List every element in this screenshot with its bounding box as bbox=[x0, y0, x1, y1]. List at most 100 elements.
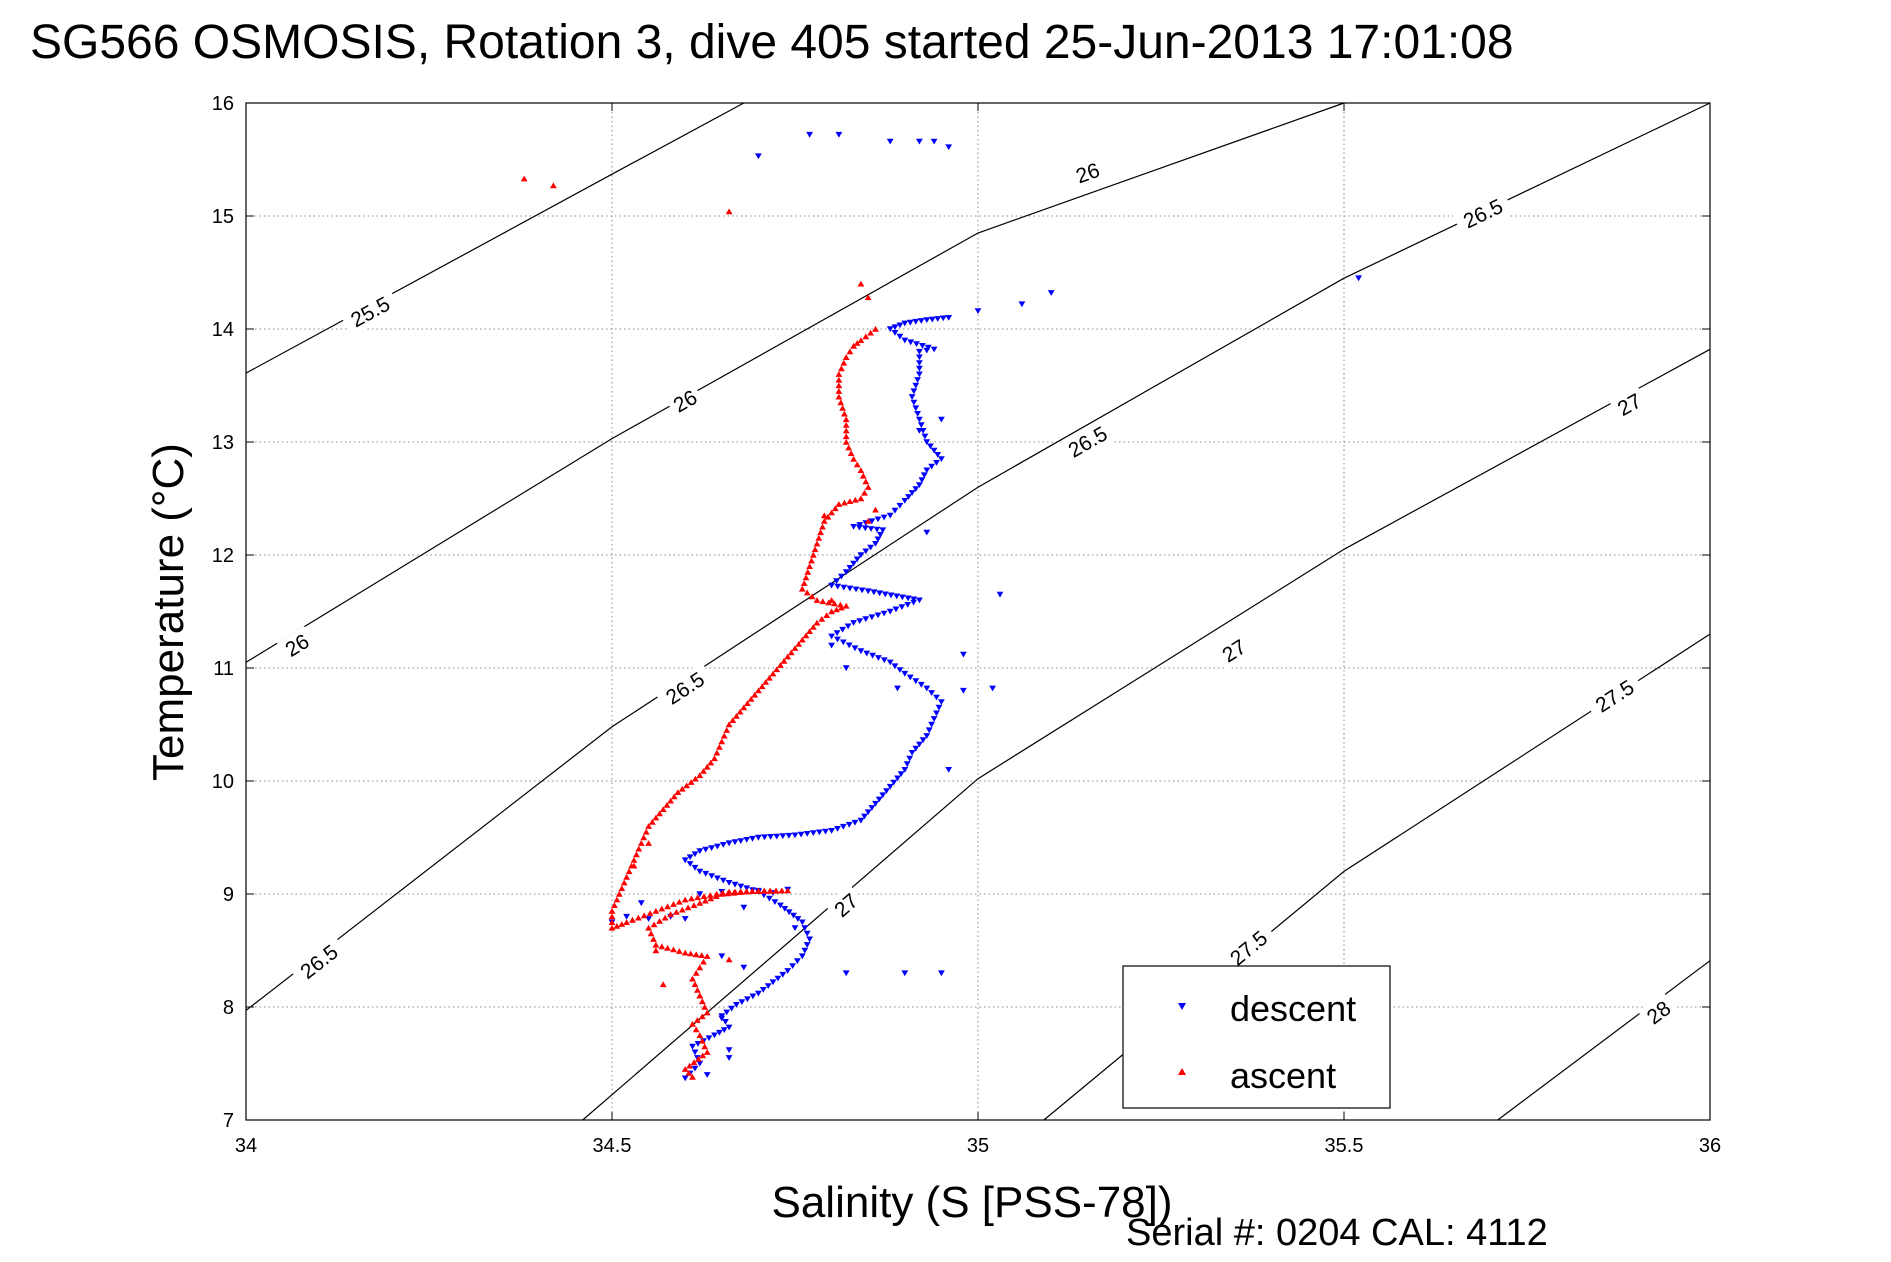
density-contour-line bbox=[582, 348, 1711, 1121]
descent-point bbox=[720, 1027, 728, 1033]
descent-point bbox=[890, 779, 898, 786]
ascent-point bbox=[613, 896, 621, 903]
y-tick-label: 16 bbox=[212, 93, 234, 115]
descent-point bbox=[705, 1035, 713, 1042]
ascent-point bbox=[751, 691, 759, 698]
legend-ascent-label: ascent bbox=[1230, 1055, 1336, 1096]
descent-point bbox=[703, 1072, 711, 1078]
ascent-point bbox=[819, 523, 826, 530]
ascent-point bbox=[766, 887, 774, 894]
descent-point bbox=[886, 512, 894, 519]
contour-label-background bbox=[1213, 631, 1255, 671]
ascent-point bbox=[813, 597, 821, 603]
x-axis-label: Salinity (S [PSS-78]) bbox=[771, 1178, 1172, 1227]
descent-point bbox=[910, 599, 917, 606]
descent-point bbox=[923, 529, 931, 536]
ascent-point bbox=[840, 359, 848, 366]
ascent-point bbox=[695, 1055, 702, 1062]
ascent-point bbox=[719, 889, 727, 896]
ascent-point bbox=[725, 888, 733, 895]
descent-point bbox=[686, 861, 694, 867]
ascent-point bbox=[623, 919, 630, 925]
ascent-point bbox=[842, 354, 850, 360]
descent-point bbox=[894, 775, 901, 782]
descent-point bbox=[857, 817, 865, 824]
descent-point bbox=[938, 456, 945, 462]
descent-point bbox=[1047, 290, 1055, 296]
descent-point bbox=[928, 463, 935, 470]
x-tick-label: 34.5 bbox=[593, 1135, 632, 1157]
contour-label-background bbox=[664, 382, 706, 421]
ascent-point bbox=[685, 1070, 693, 1076]
descent-point bbox=[861, 525, 869, 532]
descent-point bbox=[844, 623, 852, 630]
descent-point bbox=[887, 592, 895, 599]
descent-point bbox=[728, 1005, 735, 1012]
ascent-point bbox=[683, 782, 691, 789]
ascent-point bbox=[703, 1009, 711, 1016]
ascent-point bbox=[698, 1013, 706, 1020]
descent-point bbox=[806, 936, 813, 943]
descent-point bbox=[719, 842, 727, 848]
ascent-point bbox=[813, 540, 821, 547]
descent-point bbox=[901, 970, 909, 977]
descent-point bbox=[996, 591, 1004, 598]
ascent-point bbox=[831, 505, 839, 512]
descent-point bbox=[863, 650, 871, 657]
descent-point bbox=[908, 750, 916, 756]
descent-point bbox=[737, 883, 745, 890]
ascent-point bbox=[841, 499, 848, 506]
descent-point bbox=[880, 657, 888, 664]
density-contour-line bbox=[1497, 960, 1711, 1121]
descent-point bbox=[891, 324, 899, 331]
ascent-point bbox=[862, 478, 870, 485]
ascent-point bbox=[713, 749, 721, 756]
ascent-point bbox=[678, 906, 686, 913]
descent-point bbox=[875, 655, 882, 661]
ascent-point bbox=[791, 645, 799, 651]
ascent-point bbox=[611, 902, 618, 908]
ascent-point bbox=[820, 518, 828, 524]
descent-point bbox=[912, 678, 920, 685]
descent-point bbox=[731, 881, 739, 888]
descent-point bbox=[691, 851, 699, 858]
ascent-point bbox=[864, 294, 872, 301]
descent-point bbox=[834, 826, 841, 832]
ascent-point bbox=[777, 662, 784, 668]
y-tick-label: 8 bbox=[223, 997, 234, 1019]
descent-point bbox=[791, 832, 799, 839]
ascent-point bbox=[800, 580, 808, 586]
descent-point bbox=[930, 716, 938, 722]
ascent-point bbox=[692, 1026, 700, 1033]
descent-point bbox=[696, 891, 704, 898]
ascent-point bbox=[835, 371, 843, 377]
ascent-point bbox=[835, 388, 843, 394]
descent-point bbox=[789, 963, 796, 969]
descent-point bbox=[886, 659, 894, 666]
descent-point bbox=[798, 919, 806, 926]
ascent-point bbox=[806, 563, 813, 569]
ascent-point bbox=[648, 818, 656, 825]
ascent-point bbox=[845, 444, 853, 451]
descent-point bbox=[896, 333, 904, 340]
ascent-point bbox=[733, 713, 740, 719]
ascent-point bbox=[835, 376, 843, 383]
descent-point bbox=[743, 885, 751, 892]
descent-point bbox=[916, 597, 923, 604]
ascent-point bbox=[707, 759, 715, 766]
ascent-point bbox=[674, 789, 682, 795]
descent-point bbox=[930, 346, 938, 353]
y-axis-label: Temperature (°C) bbox=[144, 443, 193, 781]
ascent-point bbox=[731, 888, 739, 895]
density-contour-label-group: 27 bbox=[1609, 385, 1650, 424]
descent-point bbox=[864, 588, 872, 595]
contour-label-background bbox=[1218, 920, 1279, 977]
descent-point bbox=[906, 755, 914, 762]
ascent-point bbox=[645, 840, 652, 846]
ascent-point bbox=[737, 888, 745, 895]
ascent-point bbox=[640, 912, 648, 919]
ascent-point bbox=[744, 700, 751, 706]
descent-point bbox=[916, 371, 923, 378]
descent-point bbox=[873, 526, 881, 533]
descent-point bbox=[737, 838, 745, 844]
